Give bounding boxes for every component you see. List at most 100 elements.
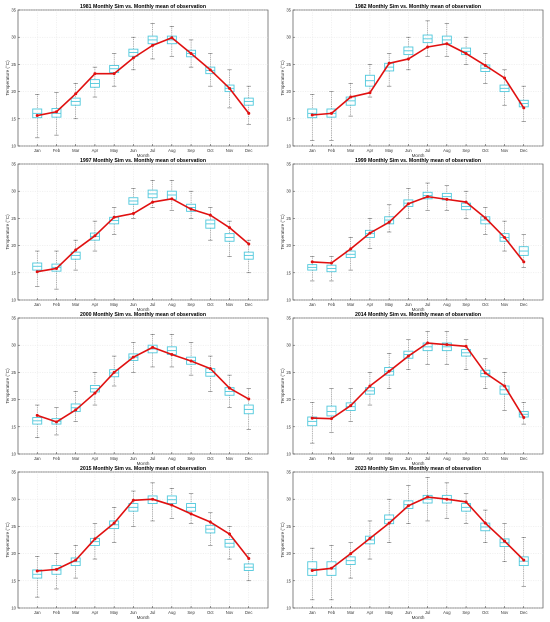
observation-point-feb [54,110,58,114]
x-tick-label: Jul [425,610,430,615]
x-tick-label: Oct [482,610,489,615]
x-tick-label: Oct [482,302,489,307]
observation-line [312,195,525,264]
x-tick-label: Feb [53,302,61,307]
box-jun [403,188,414,219]
observation-point-apr [93,391,97,395]
x-tick-label: Nov [226,302,234,307]
x-tick-label: Dec [245,302,252,307]
plot-area [17,9,269,147]
observation-line [312,496,525,572]
x-tick-label: Oct [207,302,214,307]
observation-point-jun [406,57,410,61]
x-tick-label: Feb [328,610,336,615]
x-tick-label: Jul [150,148,155,153]
plot-area [17,317,269,455]
x-tick-label: Apr [92,148,99,153]
x-tick-label: Aug [168,148,176,153]
observation-point-sep [189,207,193,211]
y-tick-label: 35 [11,470,16,475]
observation-point-jun [131,355,135,359]
observation-line [312,342,525,420]
x-tick-label: Sep [462,456,470,461]
x-axis-label: Month [137,153,150,158]
box-jun [403,339,414,370]
observation-point-jun [406,202,410,206]
plot-area [292,471,544,609]
x-tick-label: Jun [405,302,412,307]
box-feb [51,407,62,436]
chart-panel-3: 10 15 20 25 30 35 Jan Feb Mar Apr May Jun Jul Aug Sep O… [5,158,269,312]
y-axis-label: Temperature (°C) [5,60,10,96]
x-tick-label: Oct [482,456,489,461]
x-tick-label: Oct [207,610,214,615]
box-jun [403,37,414,71]
observation-point-sep [464,344,468,348]
x-tick-label: Sep [462,610,470,615]
x-tick-label: Dec [520,456,527,461]
x-tick-label: Feb [328,302,336,307]
box-apr [364,64,375,98]
chart-panel-2: 10 15 20 25 30 35 Jan Feb Mar Apr May Jun Jul Aug Sep O… [280,4,544,158]
x-tick-label: Sep [462,148,470,153]
x-tick-label: Mar [72,456,80,461]
x-tick-label: Aug [443,610,451,615]
observation-point-jul [151,200,155,204]
x-tick-label: Aug [168,610,176,615]
x-tick-label: Feb [53,148,61,153]
observation-point-feb [54,420,58,424]
box-mar [70,83,81,120]
y-tick-label: 25 [11,62,16,67]
y-tick-label: 20 [11,551,16,556]
y-tick-label: 35 [286,8,291,13]
y-axis-label: Temperature (°C) [280,522,285,558]
box-nov [499,69,510,106]
x-tick-label: Aug [443,148,451,153]
y-tick-label: 15 [11,116,16,121]
observation-point-sep [464,52,468,56]
y-tick-label: 10 [286,298,291,303]
x-tick-label: Mar [347,148,355,153]
y-tick-label: 35 [11,162,16,167]
panel-title: 1982 Monthly Sim vs. Monthly mean of obs… [355,4,481,10]
panel-title: 1999 Monthly Sim vs. Monthly mean of obs… [355,158,481,164]
y-axis-label: Temperature (°C) [5,368,10,404]
observation-point-apr [93,234,97,238]
box-oct [480,358,491,389]
x-tick-label: Sep [187,302,195,307]
observation-point-nov [228,226,232,230]
x-tick-label: Dec [520,148,527,153]
observation-point-dec [247,397,251,401]
panel-title: 2014 Monthly Sim vs. Monthly mean of obs… [355,312,481,318]
chart-panel-7: 10 15 20 25 30 35 Jan Feb Mar Apr May Jun Jul Aug Sep O… [5,466,269,620]
y-tick-label: 35 [11,8,16,13]
box-feb [51,250,62,290]
box-mar [70,239,81,271]
y-tick-label: 20 [11,89,16,94]
x-tick-label: Sep [187,456,195,461]
observation-point-jul [151,345,155,349]
observation-point-jun [406,504,410,508]
panel-title: 1981 Monthly Sim vs. Monthly mean of obs… [80,4,206,10]
observation-point-aug [170,197,174,201]
x-tick-label: Jul [150,456,155,461]
y-tick-label: 15 [11,424,16,429]
x-tick-label: May [385,302,394,307]
y-tick-label: 10 [286,452,291,457]
y-tick-label: 30 [11,35,16,40]
y-tick-label: 15 [11,578,16,583]
x-tick-label: Nov [226,456,234,461]
observation-point-apr [368,231,372,235]
observation-line [312,42,525,116]
observation-point-may [387,369,391,373]
observation-point-jan [310,568,314,572]
y-tick-label: 30 [11,343,16,348]
x-tick-label: Jun [130,610,137,615]
observation-point-aug [170,503,174,507]
observation-point-mar [349,552,353,556]
box-jan [307,547,318,601]
x-tick-label: Mar [347,302,355,307]
box-jul [147,180,158,208]
observation-point-jan [35,413,39,417]
y-tick-label: 30 [11,189,16,194]
